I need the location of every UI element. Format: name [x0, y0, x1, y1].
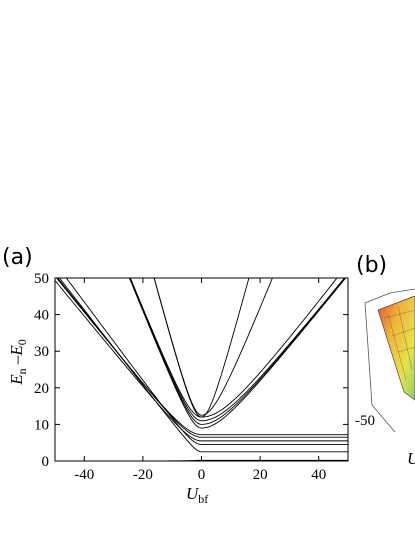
inset-b-surface [377, 295, 415, 401]
x-tick-label-1: -20 [133, 467, 153, 483]
y-axis-label-n: n [15, 368, 29, 374]
energy-level-2 [65, 278, 348, 445]
y-tick-label-4: 40 [34, 308, 49, 324]
axis-ticks [55, 277, 348, 462]
energy-level-4 [57, 278, 348, 438]
energy-curves [55, 278, 348, 461]
y-tick-label-2: 20 [34, 381, 49, 397]
inset-b-mesh [383, 305, 415, 381]
energy-level-0 [55, 459, 348, 461]
y-tick-label-3: 30 [34, 344, 49, 360]
x-axis-label: Ubf [186, 484, 208, 506]
x-axis-label-main: U [186, 484, 200, 503]
panel-label-b: (b) [356, 253, 387, 278]
energy-level-7 [129, 278, 346, 425]
inset-b-tick: -50 [355, 413, 375, 429]
tick-labels: -40 -20 0 20 40 0 10 20 30 40 50 [34, 271, 326, 483]
energy-level-1 [58, 278, 348, 453]
y-axis-label: En –E0 [7, 339, 29, 386]
x-tick-label-3: 20 [253, 467, 268, 483]
inset-b-axis-letter: U [407, 449, 415, 468]
x-tick-label-0: -40 [74, 467, 94, 483]
energy-level-5 [55, 278, 348, 436]
y-tick-label-0: 0 [42, 454, 50, 470]
energy-level-3 [55, 280, 348, 442]
energy-level-6 [128, 278, 347, 429]
y-axis-label-e0: E [7, 345, 26, 357]
y-tick-label-1: 10 [34, 417, 49, 433]
plot-frame [54, 277, 349, 462]
energy-level-10 [153, 278, 273, 416]
y-axis-label-0: 0 [15, 339, 29, 345]
energy-level-11 [129, 278, 250, 418]
energy-level-8 [129, 278, 345, 422]
panel-label-a: (a) [2, 245, 33, 270]
energy-level-9 [153, 278, 338, 418]
y-tick-label-5: 50 [34, 271, 49, 287]
x-tick-label-2: 0 [198, 467, 206, 483]
y-axis-label-e: E [7, 374, 26, 386]
inset-b-box-outline [364, 288, 415, 433]
x-tick-label-4: 40 [311, 467, 326, 483]
x-axis-label-sub: bf [198, 492, 208, 506]
y-axis-label-sep: – [7, 355, 26, 368]
